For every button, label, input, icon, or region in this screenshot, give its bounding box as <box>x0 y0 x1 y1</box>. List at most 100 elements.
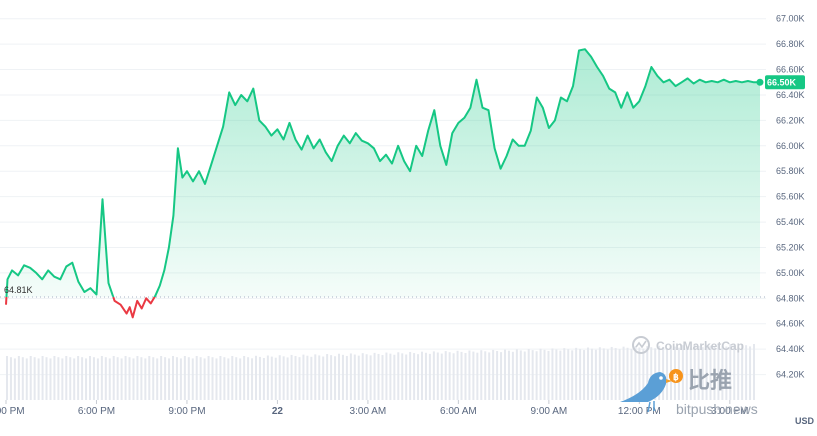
coinmarketcap-logo-icon <box>632 336 650 354</box>
volume-bar <box>583 350 586 400</box>
volume-bar <box>642 348 645 400</box>
y-tick-label: 66.20K <box>776 115 805 125</box>
volume-bar <box>334 356 337 400</box>
volume-bar <box>519 350 522 400</box>
volume-bar <box>41 356 44 400</box>
volume-bar <box>749 346 752 400</box>
volume-bar <box>207 356 210 400</box>
volume-bar <box>507 350 510 400</box>
x-tick-label: 3:00 PM <box>711 406 748 417</box>
y-tick-label: 65.20K <box>776 242 805 252</box>
volume-bar <box>614 348 617 400</box>
volume-bar <box>286 357 289 400</box>
x-tick-label: 9:00 PM <box>168 406 205 417</box>
volume-bar <box>65 356 68 400</box>
y-tick-label: 64.80K <box>776 293 805 303</box>
volume-bar <box>318 355 321 400</box>
volume-bar <box>255 355 257 400</box>
volume-bar <box>61 358 64 400</box>
volume-bar <box>432 351 435 400</box>
x-tick-label: 3:00 AM <box>350 406 387 417</box>
volume-bar <box>85 358 88 400</box>
volume-bar <box>57 357 60 400</box>
volume-bar <box>73 358 76 400</box>
volume-bar <box>77 356 80 400</box>
y-tick-label: 66.60K <box>776 65 805 75</box>
volume-bar <box>405 354 408 400</box>
volume-bar <box>701 347 704 400</box>
volume-bar <box>96 358 99 400</box>
volume-bar <box>120 358 123 400</box>
volume-bar <box>124 356 127 400</box>
volume-bar <box>685 346 688 400</box>
volume-bar <box>729 344 732 400</box>
volume-bar <box>132 358 135 400</box>
volume-bar <box>294 356 297 400</box>
volume-bar <box>266 355 269 400</box>
volume-bar <box>504 349 506 400</box>
volume-bar <box>349 353 352 400</box>
volume-bar <box>428 353 431 400</box>
volume-bar <box>49 358 52 400</box>
y-tick-label: 65.00K <box>776 268 805 278</box>
volume-bar <box>369 355 372 400</box>
volume-bar <box>175 357 178 400</box>
volume-bar <box>401 353 404 400</box>
volume-bar <box>496 351 499 400</box>
volume-bar <box>191 358 194 400</box>
volume-bar <box>721 345 724 400</box>
volume-bar <box>650 347 653 400</box>
volume-bar <box>385 352 388 400</box>
x-tick-label: 12:00 PM <box>618 406 661 417</box>
volume-bar <box>421 351 423 400</box>
volume-bar <box>705 344 708 400</box>
volume-bar <box>89 356 91 400</box>
y-tick-label: 64.60K <box>776 319 805 329</box>
volume-bar <box>187 357 190 400</box>
volume-bar <box>9 357 12 400</box>
volume-bar <box>183 356 186 400</box>
grid-lines <box>0 18 766 376</box>
y-tick-label: 66.40K <box>776 90 805 100</box>
volume-bar <box>262 358 265 400</box>
volume-bar <box>330 355 333 400</box>
volume-bar <box>417 354 420 400</box>
coinmarketcap-watermark: CoinMarketCap <box>656 339 744 353</box>
volume-bar <box>239 358 242 400</box>
current-price-tag: 66.50K <box>765 75 805 90</box>
y-tick-label: 67.00K <box>776 14 805 24</box>
volume-bar <box>148 356 151 400</box>
volume-bar <box>6 356 8 400</box>
volume-bar <box>270 356 273 400</box>
volume-bar <box>322 356 325 400</box>
y-axis: 67.00K 66.80K 66.60K 66.40K 66.20K 66.00K 65.8… <box>776 14 815 426</box>
volume-bar <box>203 358 206 400</box>
volume-bar <box>302 354 305 400</box>
baseline: 64.81K <box>0 285 766 298</box>
volume-bar <box>373 352 376 400</box>
volume-bar <box>515 349 518 400</box>
volume-bar <box>587 347 589 400</box>
volume-bar <box>258 356 261 400</box>
volume-bar <box>484 351 487 400</box>
volume-bar <box>108 358 111 400</box>
volume-bar <box>100 356 103 400</box>
volume-bar <box>476 352 479 400</box>
volume-bar <box>310 356 313 400</box>
y-tick-label: 66.00K <box>776 141 805 151</box>
volume-bar <box>741 344 744 400</box>
volume-bar <box>389 353 392 400</box>
volume-bar <box>464 352 467 400</box>
baseline-label: 64.81K <box>4 285 33 295</box>
volume-bar <box>500 352 503 400</box>
volume-bar <box>610 346 613 400</box>
volume-bar <box>128 357 131 400</box>
volume-bar <box>444 351 447 400</box>
volume-bar <box>492 349 495 400</box>
volume-bar <box>689 347 692 400</box>
volume-bar <box>737 346 740 400</box>
volume-bar <box>733 345 736 400</box>
volume-bar <box>539 348 542 400</box>
volume-bar <box>713 346 716 400</box>
